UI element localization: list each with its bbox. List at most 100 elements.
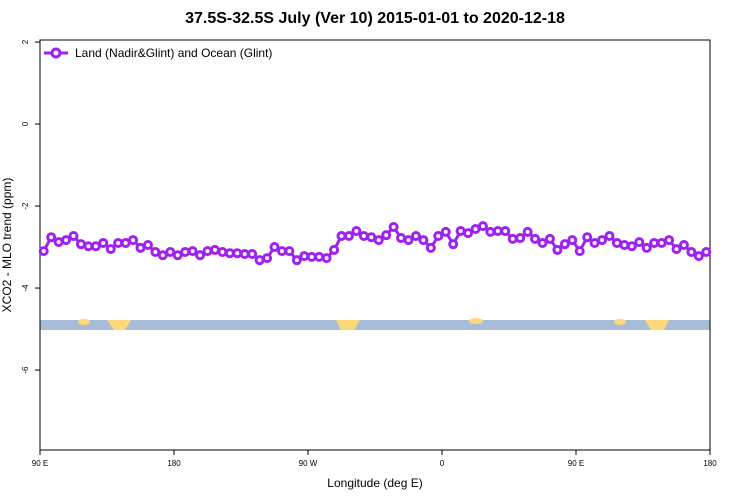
point [433, 230, 444, 241]
chart-title: 37.5S-32.5S July (Ver 10) 2015-01-01 to … [185, 10, 565, 27]
point [597, 235, 608, 246]
point [552, 244, 563, 255]
point [343, 230, 354, 241]
y-tick-label: 2 [21, 39, 30, 44]
point [90, 241, 101, 252]
point [157, 250, 168, 261]
point [634, 237, 645, 248]
point [388, 221, 399, 232]
point [440, 226, 451, 237]
point [284, 246, 295, 257]
point [202, 246, 213, 257]
point [314, 251, 325, 262]
point [120, 237, 131, 248]
point [604, 230, 615, 241]
map-strip [40, 318, 710, 330]
point [351, 226, 362, 237]
point [530, 233, 541, 244]
point [448, 239, 459, 250]
point [291, 255, 302, 266]
point [664, 235, 675, 246]
land [336, 320, 360, 330]
point [537, 237, 548, 248]
point [671, 244, 682, 255]
point [68, 230, 79, 241]
land [78, 319, 90, 325]
point [135, 242, 146, 253]
point [195, 250, 206, 261]
point [105, 244, 116, 255]
x-tick-label: 90 E [32, 459, 48, 468]
point [470, 224, 481, 235]
point [589, 237, 600, 248]
point [396, 233, 407, 244]
point [269, 242, 280, 253]
point [254, 255, 265, 266]
point [172, 250, 183, 261]
point [626, 241, 637, 252]
land [614, 319, 626, 325]
land [469, 318, 483, 324]
x-axis-label: Longitude (deg E) [327, 476, 422, 490]
point [373, 235, 384, 246]
point [455, 226, 466, 237]
point [559, 239, 570, 250]
point [53, 237, 64, 248]
point [262, 253, 273, 264]
point [209, 244, 220, 255]
x-tick-label: 180 [167, 459, 181, 468]
point [187, 246, 198, 257]
point [358, 230, 369, 241]
point [425, 242, 436, 253]
y-tick-label: -6 [21, 366, 30, 374]
point [418, 235, 429, 246]
point [217, 246, 228, 257]
point [485, 226, 496, 237]
point [329, 244, 340, 255]
point [641, 242, 652, 253]
point [232, 248, 243, 259]
x-tick-label: 0 [440, 459, 445, 468]
land [645, 320, 669, 330]
point [61, 235, 72, 246]
point [247, 249, 258, 260]
point [38, 246, 49, 257]
land [107, 320, 131, 330]
y-axis-label: XCO2 - MLO trend (ppm) [0, 178, 14, 313]
point [381, 230, 392, 241]
point [299, 251, 310, 262]
point [165, 246, 176, 257]
point [678, 240, 689, 250]
legend-label: Land (Nadir&Glint) and Ocean (Glint) [75, 46, 272, 60]
point [410, 230, 421, 241]
point [403, 235, 414, 246]
point [463, 228, 474, 239]
point [611, 237, 622, 248]
point [515, 233, 526, 244]
point [619, 240, 630, 250]
point [150, 246, 161, 257]
point [366, 232, 377, 243]
point [500, 226, 511, 237]
point [142, 240, 153, 250]
point [321, 253, 332, 264]
y-tick-label: -2 [21, 202, 30, 210]
point [544, 233, 555, 244]
point [128, 235, 139, 246]
point [522, 226, 533, 237]
point [701, 246, 712, 257]
x-tick-label: 180 [703, 459, 717, 468]
y-tick-label: -4 [21, 284, 30, 292]
point [582, 232, 593, 243]
point [686, 246, 697, 257]
point [75, 239, 86, 250]
point [567, 235, 578, 246]
legend: Land (Nadir&Glint) and Ocean (Glint) [44, 46, 272, 60]
plot-frame [39, 39, 711, 451]
point [46, 232, 57, 243]
point [477, 221, 488, 232]
point [574, 246, 585, 257]
x-tick-label: 90 E [568, 459, 584, 468]
point [180, 246, 191, 257]
